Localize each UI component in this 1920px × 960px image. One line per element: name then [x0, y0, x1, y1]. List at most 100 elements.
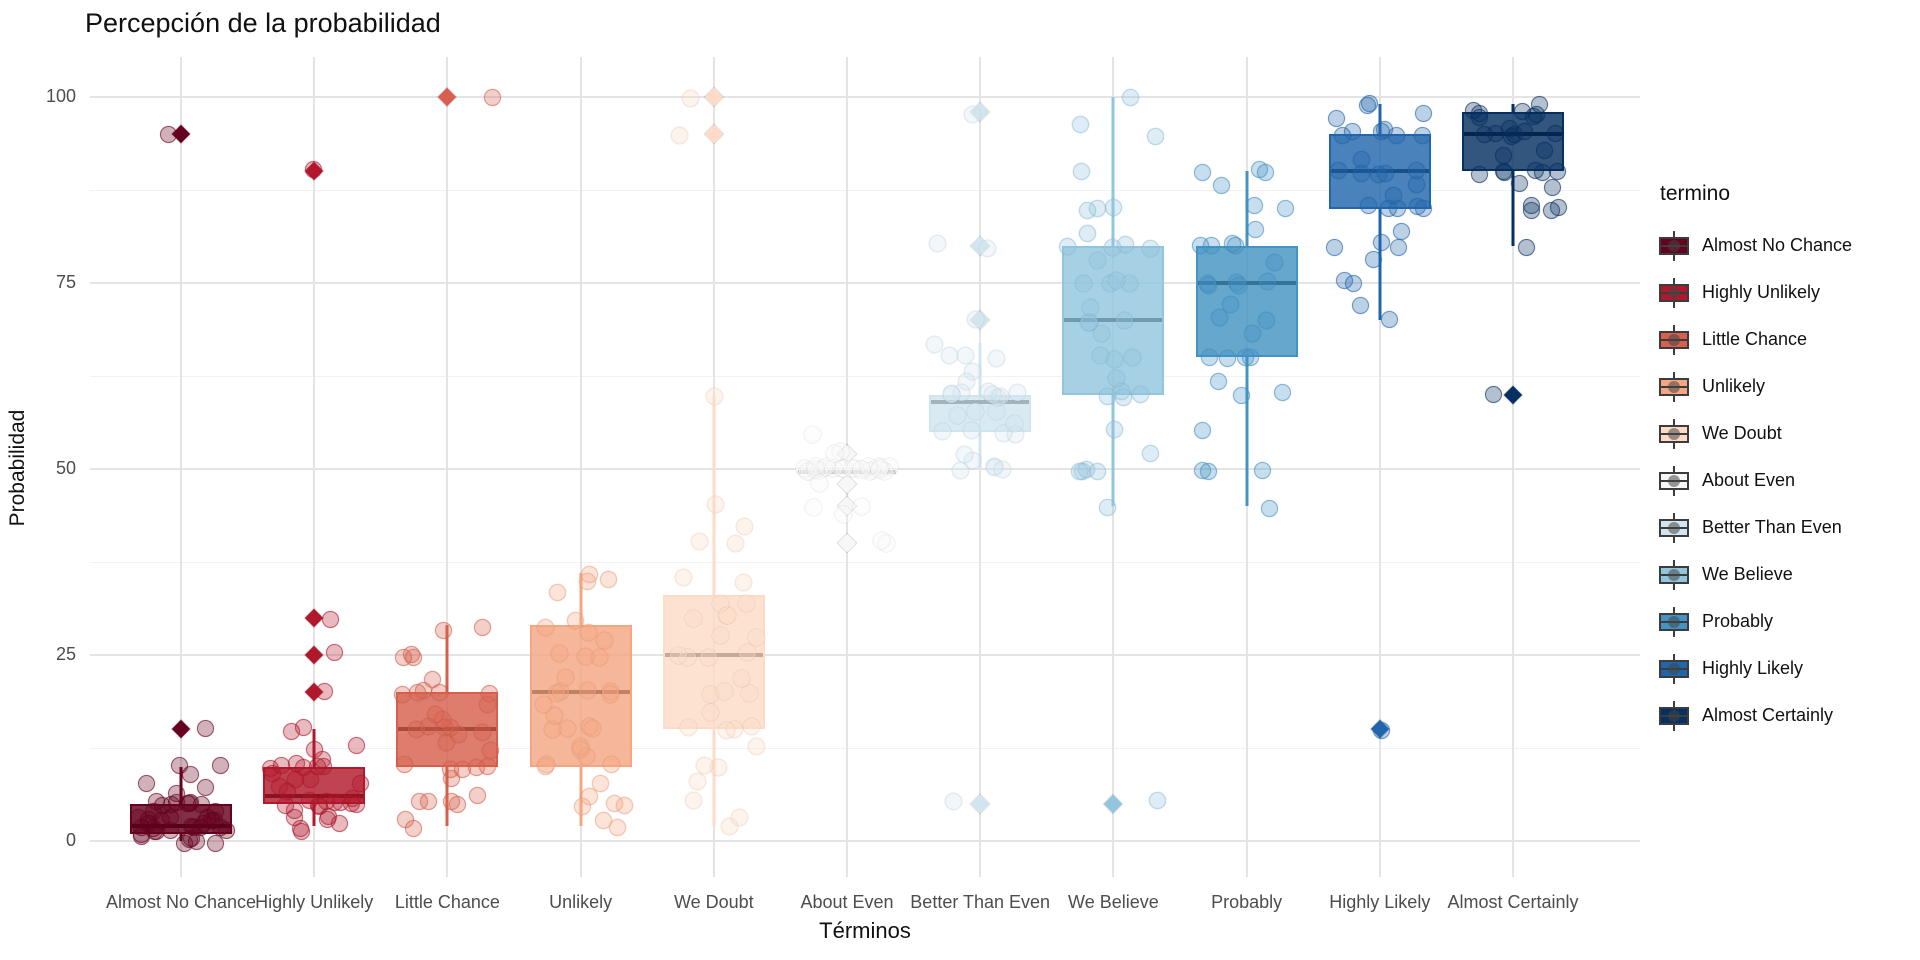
outlier-diamond [1104, 794, 1123, 813]
jitter-point [1511, 174, 1529, 192]
jitter-point [1089, 463, 1107, 480]
jitter-point [1115, 311, 1133, 329]
boxplot-box [1062, 245, 1165, 395]
jitter-point [1222, 296, 1240, 314]
legend-item: Highly Likely [1658, 645, 1852, 692]
jitter-point [681, 90, 699, 108]
jitter-point [945, 793, 963, 811]
jitter-point [1351, 297, 1369, 315]
jitter-point [1122, 88, 1140, 106]
jitter-point [933, 423, 951, 441]
jitter-point [395, 755, 413, 773]
jitter-point [1104, 198, 1122, 216]
jitter-point [1146, 128, 1164, 146]
outlier-diamond [837, 534, 857, 553]
jitter-point [594, 812, 612, 830]
outlier-diamond [704, 124, 723, 144]
jitter-point [1071, 116, 1089, 134]
jitter-point [1246, 197, 1264, 215]
jitter-point [469, 787, 487, 805]
jitter-point [1106, 351, 1124, 369]
jitter-point [583, 719, 601, 737]
y-tick-label: 50 [55, 458, 76, 478]
jitter-point [206, 834, 224, 852]
boxplot-whisker-upper [445, 625, 449, 693]
key-point-icon [1668, 427, 1680, 440]
jitter-point [480, 685, 498, 703]
legend-item: Almost Certainly [1658, 692, 1852, 739]
gridline-minor [90, 747, 1640, 749]
jitter-point [1201, 349, 1219, 367]
jitter-point [853, 461, 870, 479]
jitter-point [1274, 384, 1292, 402]
jitter-point [1209, 372, 1227, 390]
jitter-point [1259, 272, 1277, 290]
jitter-point [1229, 277, 1247, 295]
legend-key-boxplot-icon [1658, 418, 1690, 449]
jitter-point [942, 385, 960, 403]
jitter-point [1193, 421, 1211, 439]
legend-label: Almost Certainly [1702, 705, 1834, 725]
jitter-point [1253, 462, 1271, 479]
jitter-point [1075, 275, 1093, 293]
jitter-point [949, 406, 967, 424]
jitter-point [1385, 187, 1403, 205]
y-tick-label: 75 [55, 272, 76, 292]
jitter-point [993, 461, 1011, 479]
jitter-point [1089, 252, 1107, 270]
outlier-diamond [704, 87, 723, 107]
gridline-vertical [579, 57, 582, 877]
jitter-point [1200, 462, 1218, 480]
jitter-point [743, 718, 761, 736]
jitter-point [212, 756, 230, 774]
gridline-major [90, 654, 1640, 656]
jitter-point [602, 685, 620, 703]
legend-key-boxplot-icon [1658, 277, 1690, 308]
key-point-icon [1668, 521, 1680, 534]
y-tick-label: 100 [45, 86, 76, 106]
jitter-point [731, 809, 749, 827]
jitter-point [1006, 414, 1024, 432]
jitter-point [1353, 150, 1371, 168]
jitter-point [733, 670, 751, 687]
outlier-diamond [837, 474, 857, 494]
legend-label: We Doubt [1702, 423, 1782, 443]
jitter-point [717, 722, 735, 740]
jitter-point [706, 388, 723, 406]
y-tick-label: 0 [65, 830, 76, 850]
jitter-point [1344, 274, 1362, 292]
boxplot-whisker-upper [712, 394, 716, 596]
x-tick-label: About Even [800, 892, 894, 912]
jitter-point [956, 446, 974, 464]
jitter-point [342, 794, 360, 812]
boxplot-whisker-lower [1111, 394, 1115, 507]
jitter-point [1476, 126, 1494, 144]
jitter-point [305, 741, 323, 759]
jitter-point [537, 618, 555, 636]
boxplot-whisker-upper [1511, 104, 1515, 112]
jitter-point [206, 803, 224, 821]
jitter-point [410, 792, 428, 810]
boxplot-median [132, 824, 230, 829]
jitter-point [556, 668, 574, 686]
jitter-point [547, 685, 565, 703]
legend-label: Probably [1702, 611, 1774, 631]
boxplot-whisker-upper [1378, 104, 1382, 135]
jitter-point [430, 684, 448, 702]
jitter-point [283, 723, 301, 741]
jitter-point [579, 623, 597, 641]
legend-label: Highly Unlikely [1702, 282, 1821, 302]
jitter-point [1218, 350, 1236, 368]
x-tick-label: Highly Unlikely [255, 892, 374, 912]
jitter-point [928, 235, 946, 253]
jitter-point [580, 787, 598, 805]
jitter-point [1009, 384, 1027, 402]
jitter-point [1059, 238, 1077, 255]
jitter-point [473, 618, 491, 636]
legend-item: Unlikely [1658, 363, 1852, 410]
jitter-point [1465, 102, 1483, 120]
jitter-point [168, 785, 186, 803]
jitter-point [1078, 201, 1096, 219]
jitter-point [197, 720, 214, 738]
